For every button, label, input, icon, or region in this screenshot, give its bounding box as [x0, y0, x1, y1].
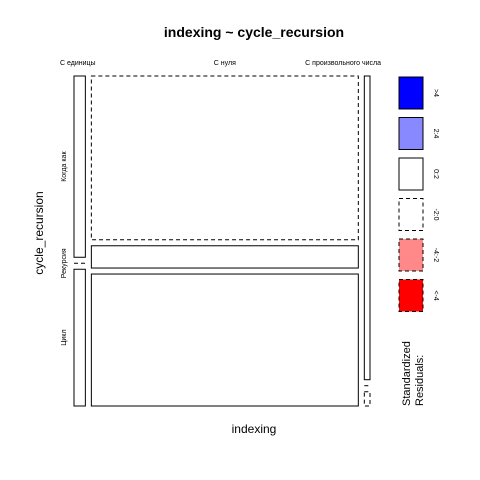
- x-tick-label-с-нуля: С нуля: [214, 60, 236, 67]
- x-tick-label-с-единицы: С единицы: [60, 60, 96, 67]
- legend-swatch-4-2: [398, 238, 424, 272]
- legend-swatch-0-2: [398, 157, 424, 191]
- mosaic-cell-с-единицы-цикл: [73, 268, 86, 407]
- legend-swatch-4: [398, 76, 424, 110]
- legend-swatch-4: [398, 279, 424, 312]
- x-tick-labels: С единицы С нуля С произвольного числа: [60, 60, 381, 67]
- chart-title: indexing ~ cycle_recursion: [164, 24, 344, 40]
- mosaic-cell-с-произвольного-числа-цикл: [363, 391, 371, 407]
- mosaic-cells: [73, 75, 371, 407]
- mosaic-cell-с-единицы-когда-как: [73, 75, 86, 258]
- legend-label-0-2: 0:2: [432, 169, 439, 179]
- legend-swatch-2-0: [398, 198, 424, 231]
- y-tick-labels: Когда как Рекурсия Цикл: [61, 151, 68, 346]
- y-tick-label-рекурсия: Рекурсия: [61, 248, 68, 278]
- mosaic-cell-с-нуля-цикл: [90, 273, 359, 407]
- residuals-legend: >4 2:4 0:2 -2:0 -4:-2 <-4 Standardized Residual…: [398, 76, 439, 406]
- x-tick-label-с-произвольного-числа: С произвольного числа: [305, 60, 381, 67]
- mosaic-cell-с-нуля-рекурсия: [90, 245, 359, 269]
- legend-label-4: >4: [432, 89, 439, 97]
- y-tick-label-цикл: Цикл: [61, 329, 68, 345]
- mosaic-cell-с-произвольного-числа-когда-как: [363, 75, 371, 381]
- legend-title-line: Standardized: [401, 341, 413, 406]
- y-tick-label-когда-как: Когда как: [61, 151, 68, 182]
- legend-label-2-0: -2:0: [432, 208, 439, 220]
- legend-label-4-2: -4:-2: [432, 248, 439, 263]
- legend-label-2-4: 2:4: [432, 129, 439, 139]
- legend-title-line: Residuals:: [414, 355, 426, 406]
- legend-label-4: <-4: [432, 290, 439, 300]
- legend-swatch-2-4: [398, 117, 424, 150]
- mosaic-cell-с-нуля-когда-как: [90, 75, 359, 241]
- x-axis-label: indexing: [232, 422, 277, 436]
- y-axis-label: cycle_recursion: [32, 191, 46, 274]
